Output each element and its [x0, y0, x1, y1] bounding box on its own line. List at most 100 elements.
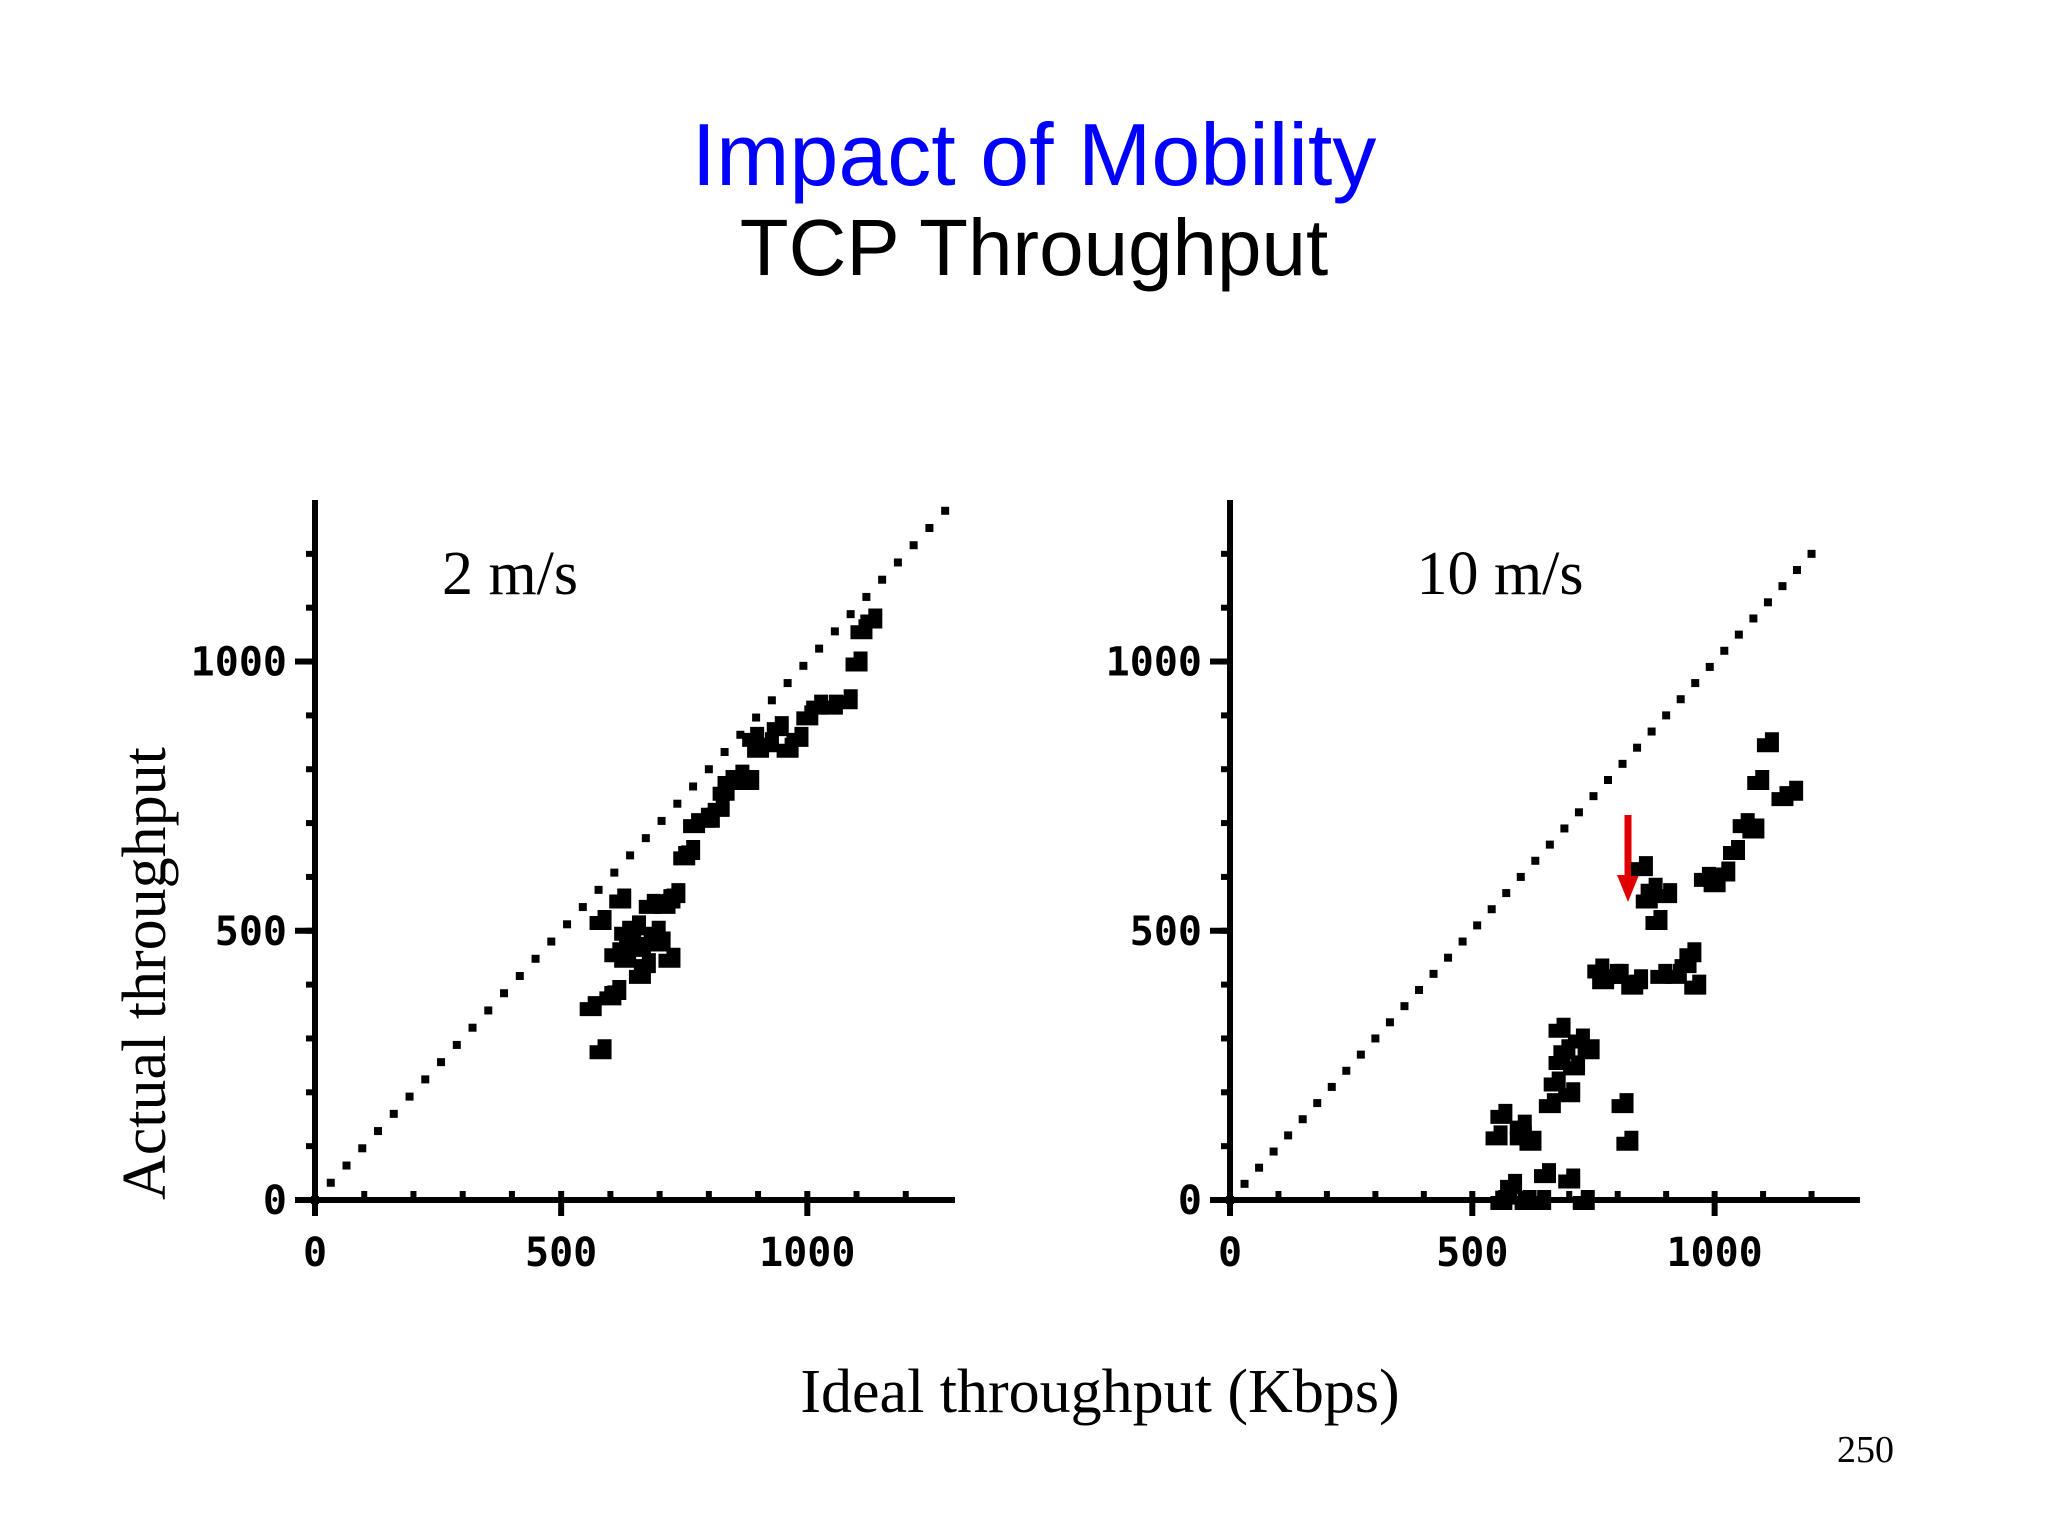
ideal-line-point: [1284, 1131, 1293, 1140]
ideal-line-point: [1647, 727, 1656, 736]
data-point: [845, 651, 868, 672]
ideal-line-point: [1458, 937, 1467, 946]
ideal-line-point: [452, 1040, 461, 1049]
annotation-arrow-icon: [1617, 815, 1639, 902]
ideal-line-point: [594, 885, 603, 894]
ideal-line-point: [1487, 905, 1496, 914]
ideal-line-point: [1531, 856, 1540, 865]
ideal-line-point: [326, 1178, 335, 1187]
data-point: [1485, 1125, 1508, 1146]
ideal-line-point: [846, 610, 855, 619]
chart-panel-2ms: 2 m/s 0 500 1000 0 500 1000: [191, 500, 955, 1276]
ideal-line-point: [358, 1144, 367, 1153]
ideal-line-point: [878, 575, 887, 584]
data-point: [1616, 1130, 1639, 1151]
data-point: [835, 689, 858, 710]
data-point: [678, 840, 701, 860]
data-point: [609, 888, 632, 909]
y-tick-label: 500: [215, 909, 287, 955]
ideal-line-point: [1516, 872, 1525, 881]
ideal-line-point: [689, 782, 698, 791]
data-point: [756, 732, 779, 753]
data-point: [1509, 1114, 1532, 1135]
data-point: [1558, 1168, 1581, 1189]
data-point: [1747, 770, 1770, 790]
data-point: [648, 931, 671, 952]
ideal-line-point: [704, 765, 713, 774]
ideal-line-point: [1298, 1115, 1307, 1124]
ideal-line-point: [1807, 549, 1816, 558]
data-point: [589, 910, 612, 930]
data-point: [737, 770, 760, 790]
slide-title: Impact of Mobility: [691, 105, 1377, 204]
data-point: [1572, 1190, 1595, 1210]
slide-subtitle: TCP Throughput: [739, 203, 1329, 292]
ideal-line-point: [830, 627, 839, 636]
ideal-line-point: [484, 1006, 493, 1015]
ideal-line-point: [421, 1075, 430, 1084]
ideal-line-point: [1691, 679, 1700, 688]
ideal-line-point: [1415, 986, 1423, 994]
data-point: [1630, 856, 1653, 877]
data-point: [707, 796, 730, 817]
data-point: [604, 942, 627, 963]
data-point: [1713, 861, 1736, 882]
ideal-line-point: [909, 541, 918, 550]
data-point: [1534, 1163, 1556, 1184]
data-point: [1543, 1071, 1566, 1092]
ideal-line-point: [657, 816, 666, 825]
ideal-line-point: [311, 1196, 319, 1204]
ideal-line-point: [1720, 646, 1729, 655]
data-point: [1490, 1103, 1513, 1124]
ideal-line-point: [342, 1161, 351, 1170]
ideal-line-point: [720, 748, 729, 756]
ideal-line-point: [641, 834, 650, 843]
data-point: [1519, 1130, 1542, 1151]
data-point: [1626, 969, 1649, 990]
data-point: [860, 608, 883, 629]
panel-label: 2 m/s: [442, 540, 578, 608]
ideal-line-point: [1589, 792, 1598, 801]
ideal-line-point: [1793, 566, 1801, 574]
ideal-line-point: [1574, 808, 1583, 817]
x-axis-label: Ideal throughput (Kbps): [800, 1358, 1399, 1426]
ideal-line-point: [1778, 582, 1787, 591]
ideal-line-point: [1313, 1099, 1322, 1108]
ideal-line-point: [1676, 695, 1685, 704]
data-point: [786, 726, 809, 747]
data-point: [1655, 883, 1678, 904]
data-point: [1611, 1093, 1634, 1114]
data-point: [1567, 1028, 1590, 1049]
ideal-line-point: [1618, 759, 1627, 768]
data-point: [663, 883, 686, 904]
ideal-line-point: [1749, 614, 1758, 623]
ideal-line-point: [1269, 1147, 1278, 1156]
ideal-line-point: [1371, 1034, 1380, 1043]
x-tick-label: 500: [525, 1230, 597, 1276]
ideal-line-point: [736, 730, 745, 739]
ideal-line-point: [563, 920, 572, 929]
ideal-line-point: [610, 868, 619, 877]
ideal-line-point: [578, 903, 587, 912]
ideal-line-point: [1327, 1082, 1336, 1091]
chart-panel-10ms: 10 m/s 0 500 1000 0 500 1000: [1106, 500, 1860, 1276]
data-point: [1756, 732, 1779, 753]
data-point: [628, 963, 651, 984]
ideal-line-point: [1342, 1066, 1351, 1075]
ideal-line-point: [374, 1127, 383, 1136]
data-point: [604, 980, 627, 1000]
data-point: [1606, 963, 1629, 984]
ideal-line-point: [1385, 1018, 1394, 1027]
ideal-line-point: [1545, 840, 1554, 849]
ideal-line-point: [1604, 776, 1612, 784]
x-tick-label: 0: [1218, 1230, 1242, 1276]
data-point: [1558, 1082, 1581, 1103]
ideal-line-point: [1429, 969, 1438, 978]
data-point: [1529, 1190, 1552, 1210]
ideal-line-point: [1255, 1163, 1264, 1172]
ideal-line-point: [437, 1058, 446, 1067]
ideal-line-point: [799, 661, 808, 670]
data-point: [1645, 910, 1668, 930]
ideal-line-point: [752, 713, 761, 722]
